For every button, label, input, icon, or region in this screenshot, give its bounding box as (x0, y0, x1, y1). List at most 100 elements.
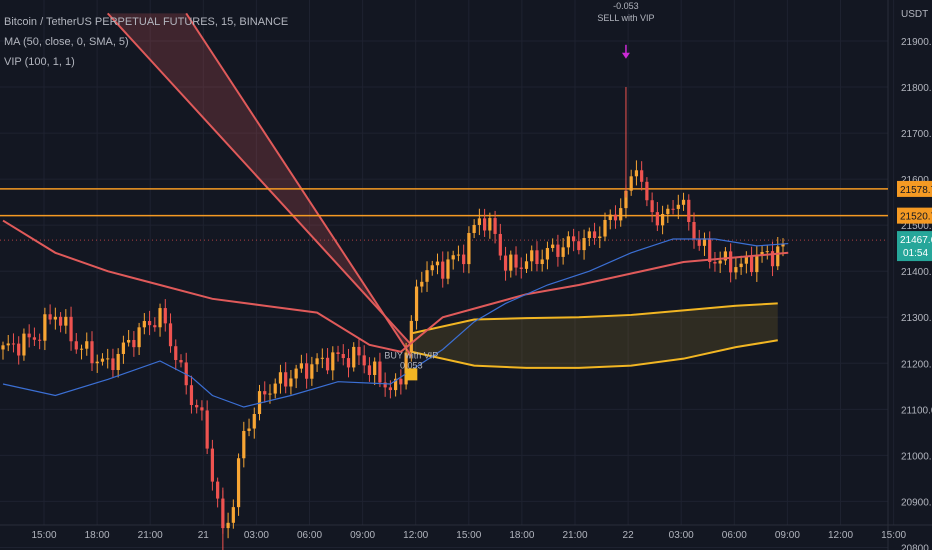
candle-body (132, 339, 136, 348)
candle-body (488, 218, 492, 231)
candle-body (671, 208, 675, 210)
x-tick-label: 21:00 (138, 530, 163, 541)
candle-body (163, 308, 167, 324)
x-tick-label: 03:00 (669, 530, 694, 541)
candle-body (310, 364, 314, 379)
candle-body (681, 199, 686, 205)
candle-body (551, 244, 555, 249)
candle-body (394, 378, 398, 391)
candle-body (498, 233, 502, 256)
candle-body (514, 254, 518, 268)
candle-body (624, 190, 628, 209)
candle-body (111, 358, 115, 371)
candle-body (74, 341, 78, 350)
candle-body (383, 382, 387, 388)
candle-body (613, 214, 618, 221)
candle-body (315, 358, 319, 365)
candle-body (781, 243, 785, 247)
candle-body (524, 261, 529, 269)
vip-indicator-label[interactable]: VIP (100, 1, 1) (4, 56, 75, 68)
candle-body (325, 357, 330, 371)
red-channel-upper (106, 12, 413, 346)
candle-body (331, 352, 335, 371)
candle-body (420, 281, 424, 287)
candle-body (556, 244, 560, 257)
price-level-value: 21578.7 (900, 185, 932, 196)
vip-band (411, 302, 778, 369)
candle-body (179, 360, 183, 363)
candle-body (660, 213, 665, 226)
x-tick-label: 15:00 (31, 530, 56, 541)
candle-body (755, 255, 759, 273)
candle-body (603, 219, 607, 237)
candle-body (85, 341, 89, 349)
candle-body (776, 246, 780, 267)
candle-body (121, 342, 126, 354)
candle-body (545, 248, 550, 260)
candle-body (352, 346, 356, 368)
sell-signal-amount: -0.053 (613, 1, 639, 11)
candle-body (692, 222, 696, 240)
time-axis[interactable]: 15:00 18:00 21:00 21 03:00 06:00 09:00 12:00 15:… (31, 530, 906, 541)
candle-body (666, 208, 670, 214)
candle-body (106, 358, 110, 360)
candle-body (765, 251, 769, 253)
vip-band-upper (411, 302, 778, 335)
y-tick-label: 21300.0 (901, 313, 932, 324)
candle-body (749, 255, 754, 273)
y-tick-label: 21500.0 (901, 221, 932, 232)
candle-body (27, 333, 31, 338)
candle-body (640, 170, 644, 182)
candle-body (278, 372, 283, 384)
red-channel (106, 12, 413, 357)
candle-body (147, 321, 152, 326)
candle-body (168, 323, 173, 347)
candle-body (6, 343, 10, 346)
candle-body (697, 239, 701, 246)
x-tick-label: 21 (198, 530, 210, 541)
candle-body (482, 218, 487, 231)
candle-body (336, 352, 340, 355)
y-tick-label: 21600.0 (901, 175, 932, 186)
y-tick-label: 21200.0 (901, 359, 932, 370)
ma-indicator-label[interactable]: MA (50, close, 0, SMA, 5) (4, 36, 129, 48)
candle-body (32, 337, 37, 340)
candle-body (236, 458, 241, 508)
vip-band-lower (411, 339, 778, 369)
x-tick-label: 12:00 (403, 530, 428, 541)
candle-body (231, 507, 235, 523)
candle-body (346, 358, 351, 368)
candle-body (48, 314, 52, 320)
candle-body (566, 236, 570, 248)
candle-body (399, 378, 403, 385)
symbol-title[interactable]: Bitcoin / TetherUS PERPETUAL FUTURES, 15… (4, 16, 289, 28)
candle-body (619, 208, 623, 221)
y-tick-label: 21000.0 (901, 451, 932, 462)
x-tick-label: 06:00 (297, 530, 322, 541)
candle-body (655, 212, 659, 226)
candle-body (90, 341, 94, 364)
candle-body (708, 238, 712, 262)
candle-body (305, 363, 309, 379)
candle-body (1, 345, 5, 350)
candle-body (535, 250, 539, 265)
candle-body (273, 383, 277, 394)
candle-body (713, 261, 717, 264)
candle-body (252, 414, 256, 429)
candle-body (634, 170, 639, 177)
horizontal-levels (0, 188, 888, 241)
candle-body (362, 355, 366, 366)
candle-body (216, 481, 220, 499)
candle-body (718, 260, 722, 264)
candle-body (770, 251, 775, 267)
y-tick-label: 21400.0 (901, 267, 932, 278)
candle-body (284, 372, 288, 387)
candle-body (587, 231, 591, 239)
candle-body (477, 218, 481, 225)
candle-body (137, 327, 141, 348)
candle-body (116, 353, 120, 371)
x-tick-label: 22 (623, 530, 635, 541)
buy-marker (405, 368, 418, 381)
price-axis[interactable]: USDT21900.021800.021700.021600.021500.02… (897, 9, 932, 550)
